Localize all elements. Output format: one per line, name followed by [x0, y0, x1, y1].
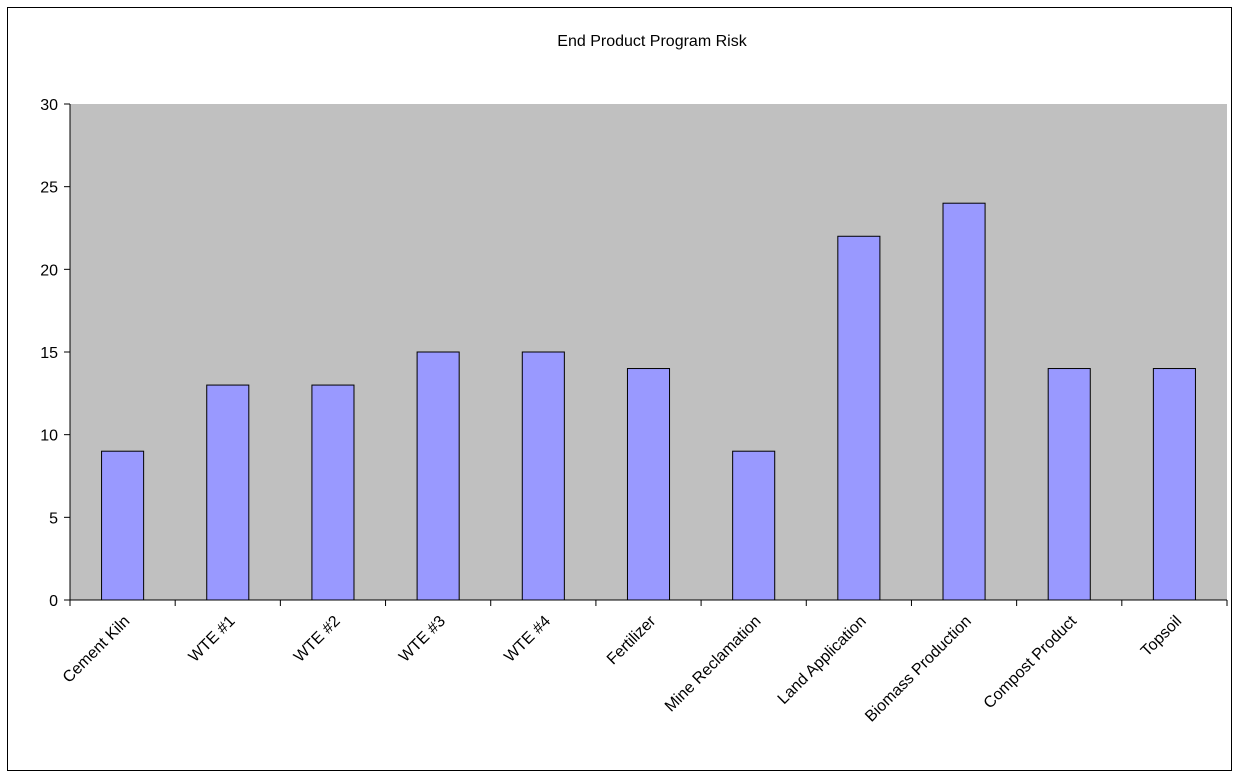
y-tick-label: 0 [49, 593, 58, 610]
x-tick-label: WTE #3 [396, 613, 449, 666]
x-tick-label: WTE #2 [291, 613, 344, 666]
bar-land-application [837, 235, 881, 601]
x-axis [69, 599, 1228, 606]
y-tick-label: 10 [40, 428, 58, 445]
chart-title: End Product Program Risk [557, 33, 747, 50]
bar-wte-3 [416, 351, 460, 601]
x-tick-label: WTE #4 [501, 613, 554, 666]
y-tick-label: 30 [40, 97, 58, 114]
x-tick-label: Fertilizer [604, 612, 660, 668]
x-tick-label: Compost Product [981, 612, 1081, 712]
bars [101, 202, 1196, 601]
bar-compost-product [1047, 368, 1091, 601]
bar-wte-1 [206, 384, 250, 601]
bar-wte-4 [521, 351, 565, 601]
x-tick-label: WTE #1 [186, 613, 239, 666]
y-tick-label: 15 [40, 345, 58, 362]
x-tick-label: Topsoil [1138, 613, 1185, 660]
bar-mine-reclamation [732, 450, 776, 601]
bar-cement-kiln [101, 450, 145, 601]
y-tick-label: 20 [40, 262, 58, 279]
bar-wte-2 [311, 384, 355, 601]
x-tick-label: Biomass Production [862, 613, 975, 726]
x-tick-labels: Cement Kiln WTE #1 WTE #2 WTE #3 WTE #4 Ferti… [60, 612, 1185, 725]
bar-topsoil [1152, 368, 1196, 601]
y-axis: 0 5 10 15 20 25 30 [40, 97, 71, 610]
x-tick-label: Land Application [775, 613, 870, 708]
x-tick-label: Mine Reclamation [662, 613, 765, 716]
y-tick-label: 25 [40, 180, 58, 197]
bar-fertilizer [626, 368, 671, 601]
bar-biomass-production [942, 202, 986, 601]
x-tick-label: Cement Kiln [60, 613, 134, 687]
y-tick-label: 5 [49, 510, 58, 527]
